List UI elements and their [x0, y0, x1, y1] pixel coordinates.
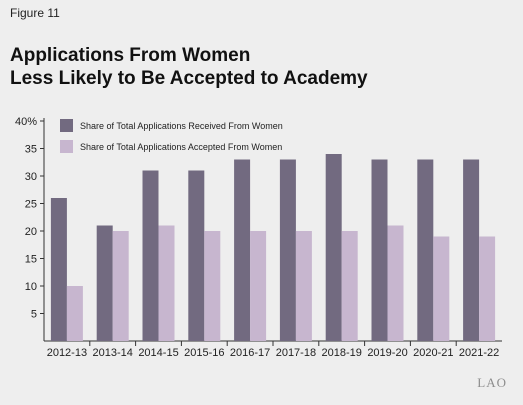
- bar-accepted: [479, 236, 496, 341]
- figure-label: Figure 11: [10, 6, 60, 20]
- x-tick-label: 2020-21: [413, 347, 453, 359]
- bar-accepted: [433, 236, 450, 341]
- lao-logo: LAO: [477, 375, 507, 390]
- x-tick-label: 2021-22: [459, 347, 499, 359]
- bar-received: [325, 154, 342, 341]
- title-line-2: Less Likely to Be Accepted to Academy: [10, 68, 368, 89]
- x-tick-label: 2014-15: [138, 347, 178, 359]
- y-tick-label: 15: [25, 254, 37, 266]
- x-tick-label: 2017-18: [276, 347, 316, 359]
- title-line-1: Applications From Women: [10, 45, 251, 66]
- y-tick-label: 20: [25, 226, 37, 238]
- y-tick-label: 40%: [15, 116, 37, 128]
- x-tick-label: 2018-19: [322, 347, 362, 359]
- bar-accepted: [250, 231, 267, 341]
- legend-swatch-accepted: [60, 140, 73, 153]
- bar-received: [279, 159, 296, 341]
- chart-title: Applications From Women Less Likely to B…: [10, 44, 368, 90]
- x-tick-label: 2019-20: [367, 347, 407, 359]
- bar-accepted: [387, 225, 404, 341]
- x-tick-label: 2015-16: [184, 347, 224, 359]
- legend-label-accepted: Share of Total Applications Accepted Fro…: [80, 142, 282, 152]
- bar-accepted: [66, 286, 83, 341]
- bar-received: [234, 159, 251, 341]
- x-tick-label: 2016-17: [230, 347, 270, 359]
- y-tick-label: 30: [25, 171, 37, 183]
- bar-received: [188, 170, 205, 341]
- y-tick-label: 25: [25, 199, 37, 211]
- bar-received: [463, 159, 480, 341]
- bar-accepted: [204, 231, 221, 341]
- legend-swatch-received: [60, 119, 73, 132]
- bar-received: [96, 225, 113, 341]
- bar-accepted: [295, 231, 312, 341]
- bar-received: [142, 170, 159, 341]
- legend-label-received: Share of Total Applications Received Fro…: [80, 121, 283, 131]
- x-tick-label: 2013-14: [93, 347, 133, 359]
- y-tick-label: 5: [31, 309, 37, 321]
- bar-accepted: [112, 231, 129, 341]
- x-tick-label: 2012-13: [47, 347, 87, 359]
- y-tick-label: 10: [25, 281, 37, 293]
- y-tick-label: 35: [25, 144, 37, 156]
- bar-accepted: [341, 231, 358, 341]
- bar-received: [417, 159, 434, 341]
- bar-received: [371, 159, 388, 341]
- bar-accepted: [158, 225, 175, 341]
- bar-received: [50, 198, 67, 341]
